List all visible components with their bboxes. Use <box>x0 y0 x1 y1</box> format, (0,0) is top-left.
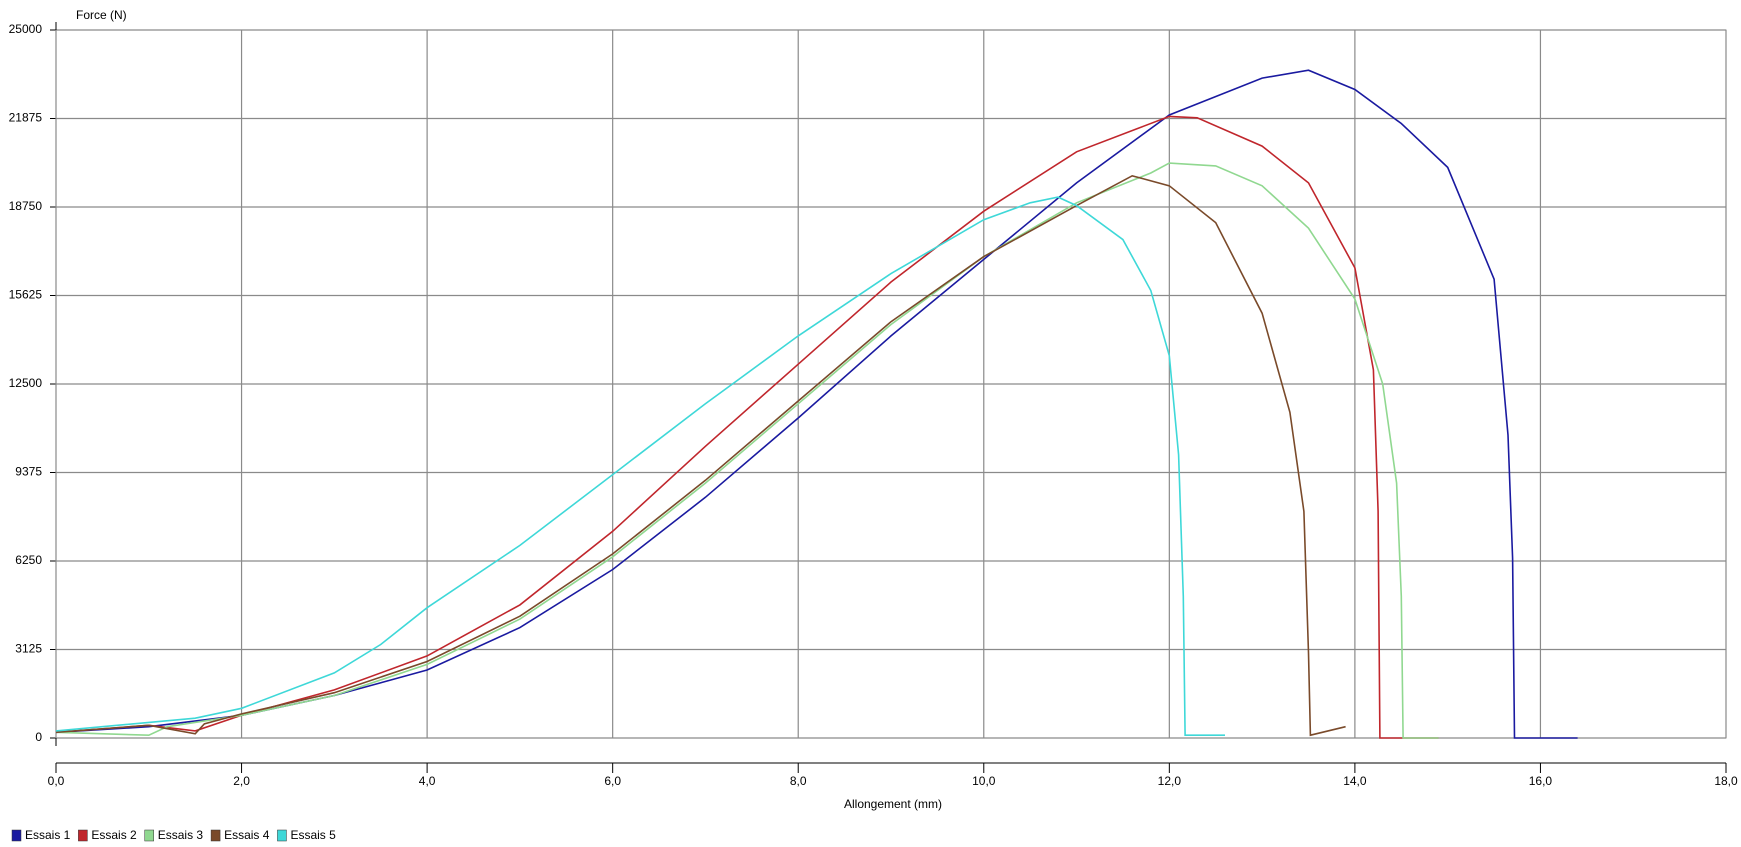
x-tick-label: 4,0 <box>419 774 436 788</box>
x-tick-label: 8,0 <box>790 774 807 788</box>
y-tick-label: 18750 <box>9 199 43 213</box>
series-line <box>55 69 1578 739</box>
legend-swatch <box>78 829 88 842</box>
x-tick-label: 18,0 <box>1714 774 1738 788</box>
legend-label: Essais 1 <box>25 828 71 842</box>
y-tick-label: 25000 <box>9 22 43 36</box>
legend-swatch <box>144 829 154 842</box>
legend-swatch <box>277 829 287 842</box>
y-tick-label: 0 <box>35 730 42 744</box>
legend-label: Essais 3 <box>158 828 204 842</box>
x-tick-label: 6,0 <box>604 774 621 788</box>
x-tick-label: 16,0 <box>1529 774 1553 788</box>
y-tick-label: 3125 <box>15 642 42 656</box>
y-axis-label: Force (N) <box>76 8 127 22</box>
x-tick-label: 14,0 <box>1343 774 1367 788</box>
x-tick-label: 0,0 <box>48 774 65 788</box>
series-line <box>55 162 1439 739</box>
legend-label: Essais 5 <box>290 828 336 842</box>
x-tick-label: 12,0 <box>1158 774 1182 788</box>
series-line <box>55 174 1346 737</box>
y-tick-label: 12500 <box>9 376 43 390</box>
legend-label: Essais 2 <box>91 828 137 842</box>
y-tick-label: 21875 <box>9 111 43 125</box>
x-tick-label: 2,0 <box>233 774 250 788</box>
y-tick-label: 6250 <box>15 553 42 567</box>
y-tick-label: 15625 <box>9 288 43 302</box>
series-line <box>55 196 1225 736</box>
x-axis-label: Allongement (mm) <box>844 797 942 811</box>
legend-label: Essais 4 <box>224 828 270 842</box>
x-tick-label: 10,0 <box>972 774 996 788</box>
legend-swatch <box>11 829 22 842</box>
y-tick-label: 9375 <box>15 465 42 479</box>
legend-swatch <box>210 829 221 842</box>
